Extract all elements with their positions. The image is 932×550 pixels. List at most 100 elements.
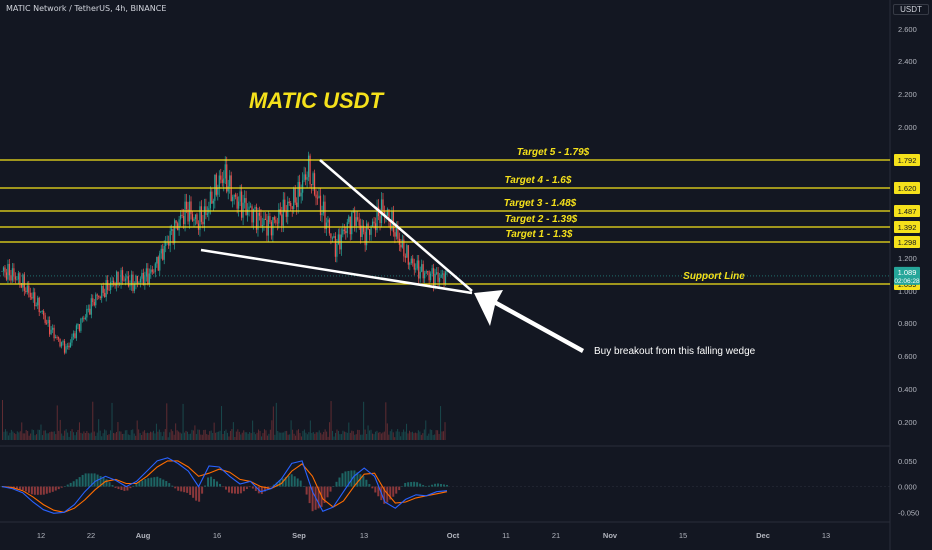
macd-histogram-bar: [39, 486, 42, 495]
volume-bar: [295, 435, 297, 440]
macd-histogram-bar: [374, 486, 377, 493]
volume-bar: [407, 433, 409, 440]
candle-body: [182, 215, 185, 225]
volume-bar: [13, 433, 15, 440]
volume-bar: [148, 433, 150, 440]
candle-body: [123, 280, 125, 282]
volume-bar: [305, 432, 307, 440]
macd-histogram-bar: [222, 486, 225, 488]
volume-bar: [286, 430, 288, 440]
candle-body: [92, 298, 94, 303]
candle-body: [163, 245, 165, 260]
candle-body: [288, 201, 290, 203]
candle-body: [89, 308, 91, 315]
volume-bar: [90, 432, 92, 440]
macd-histogram-bar: [407, 482, 410, 487]
volume-bar: [357, 429, 359, 440]
volume-bar: [425, 420, 427, 440]
volume-bar: [361, 434, 363, 440]
price-tick-label: 2.000: [898, 123, 917, 132]
candle-body: [185, 201, 188, 210]
candle-body: [379, 216, 381, 224]
candle-body: [46, 322, 48, 324]
macd-histogram-bar: [383, 486, 386, 504]
time-axis[interactable]: 12 22 Aug 16 Sep 13 Oct 11 21 Nov 15 Dec 13: [37, 531, 830, 540]
volume-bar: [441, 431, 443, 440]
macd-histogram-bar: [344, 471, 347, 487]
macd-histogram-bar: [317, 486, 320, 509]
volume-bar: [363, 401, 365, 440]
volume-bar: [229, 430, 231, 440]
candle-body: [267, 216, 270, 236]
candle-body: [325, 222, 328, 230]
volume-bar: [167, 437, 169, 440]
volume-bar: [76, 432, 77, 440]
candle-body: [285, 211, 287, 217]
volume-bar: [343, 431, 345, 440]
volume-bar: [93, 431, 95, 440]
falling-wedge[interactable]: [200, 159, 473, 295]
wedge-lower-trendline[interactable]: [200, 248, 473, 295]
macd-histogram-bar: [422, 485, 425, 487]
volume-bar: [126, 430, 128, 440]
candle-body: [120, 270, 122, 284]
wedge-upper-trendline[interactable]: [319, 159, 473, 292]
candle-body: [20, 283, 22, 288]
macd-histogram-bar: [111, 485, 114, 487]
volume-bar: [300, 436, 302, 440]
candle-body: [69, 342, 72, 348]
candle-body: [8, 263, 11, 276]
candle-body: [383, 210, 386, 217]
volume-bar: [318, 430, 320, 440]
macd-histogram-bar: [239, 486, 242, 494]
volume-bar: [59, 419, 61, 440]
volume-bar: [303, 429, 305, 440]
price-axis[interactable]: 2.600 2.400 2.200 2.000 1.200 1.000 0.800 0.600…: [898, 25, 917, 427]
time-tick-label: 11: [502, 531, 510, 540]
candle-body: [403, 239, 405, 257]
volume-bar: [206, 434, 208, 440]
candle-body: [363, 225, 365, 232]
candle-body: [425, 270, 427, 274]
volume-bar: [351, 430, 353, 440]
annotation-arrow[interactable]: [474, 290, 584, 353]
volume-bar: [395, 431, 397, 440]
candle-body: [193, 219, 195, 221]
candle-body: [98, 295, 100, 297]
volume-bar: [101, 436, 103, 440]
candle-body: [171, 229, 173, 231]
volume-bar: [298, 429, 299, 440]
macd-histogram-bar: [428, 485, 431, 487]
macd-histogram-bar: [180, 486, 183, 492]
candle-body: [319, 195, 322, 216]
volume-bar: [416, 433, 418, 440]
volume-bar: [219, 430, 221, 440]
volume-bar: [138, 429, 140, 440]
volume-bar: [98, 419, 100, 440]
candle-body: [360, 225, 362, 237]
macd-histogram-bar: [216, 481, 219, 487]
macd-histogram-bar: [135, 483, 138, 487]
macd-indicator[interactable]: 0.050 0.000 -0.050: [0, 457, 919, 517]
candle-body: [132, 274, 134, 291]
candle-body: [358, 219, 360, 226]
candle-body: [309, 155, 311, 185]
price-tag-bg: [894, 221, 920, 233]
macd-histogram-bar: [305, 486, 308, 495]
candle-body: [321, 213, 323, 216]
currency-label[interactable]: USDT: [893, 4, 929, 15]
candle-body: [272, 217, 274, 236]
target-lines[interactable]: Target 5 - 1.79$ 1.792 Target 4 - 1.6$ 1.62…: [0, 147, 920, 290]
candle-body: [322, 201, 325, 214]
candle-body: [190, 201, 192, 215]
candle-body: [239, 191, 241, 202]
volume-bar: [269, 429, 271, 440]
candle-body: [75, 325, 78, 339]
candle-body: [346, 222, 348, 234]
volume-bar: [25, 429, 27, 440]
candle-body: [124, 278, 127, 281]
current-price-tag-bg: [894, 266, 920, 285]
macd-histogram-bar: [269, 486, 272, 488]
